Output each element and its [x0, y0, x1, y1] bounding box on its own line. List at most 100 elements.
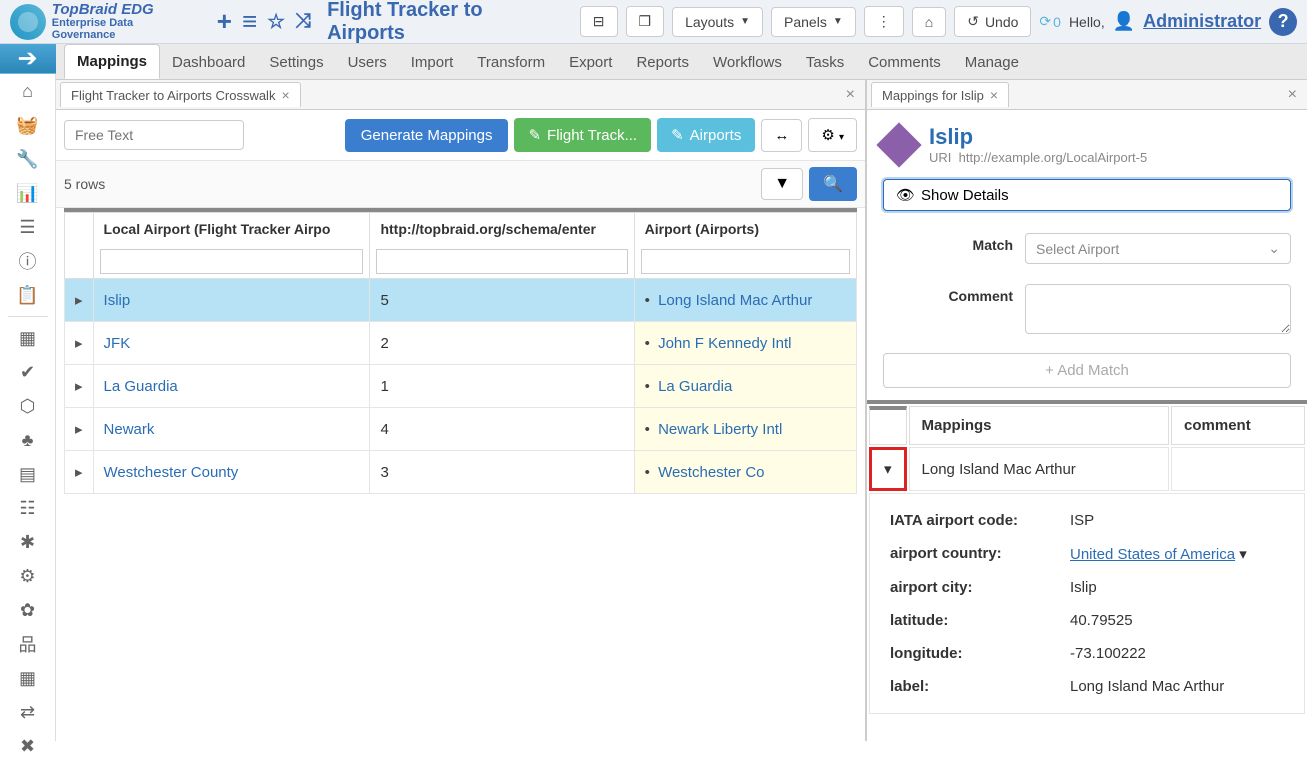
chart-icon[interactable]: 📊 [0, 176, 56, 210]
airport-link[interactable]: La Guardia [104, 378, 178, 395]
shuffle-icon[interactable]: ⤨ [295, 10, 311, 33]
bug-icon[interactable]: ✱ [0, 525, 56, 559]
expand-icon[interactable]: ▸ [65, 279, 94, 322]
table-row[interactable]: ▸La Guardia1La Guardia [65, 365, 857, 408]
star-icon[interactable]: ☆ [267, 9, 285, 34]
menu-dashboard[interactable]: Dashboard [160, 46, 257, 79]
airport-link[interactable]: Newark [104, 421, 155, 438]
logo[interactable]: TopBraid EDG Enterprise Data Governance [10, 2, 199, 41]
column-filter-input[interactable] [641, 249, 850, 274]
right-panel: Mappings for Islip × × Islip URI http://… [867, 80, 1307, 741]
plug-icon[interactable]: ✖ [0, 729, 56, 763]
airport-link[interactable]: Islip [104, 292, 131, 309]
table-row[interactable]: ▸Islip5Long Island Mac Arthur [65, 279, 857, 322]
table-row[interactable]: ▸JFK2John F Kennedy Intl [65, 322, 857, 365]
swap-button[interactable]: ↔ [761, 119, 802, 152]
detail-key: longitude: [890, 645, 1070, 662]
home-button[interactable]: ⌂ [912, 7, 946, 37]
mapped-airport-link[interactable]: Westchester Co [645, 464, 765, 481]
page-title: Flight Tracker to Airports [327, 0, 564, 45]
menu-mappings[interactable]: Mappings [64, 44, 160, 79]
basket-icon[interactable]: 🧺 [0, 108, 56, 142]
logo-sub: Enterprise Data Governance [52, 17, 199, 41]
menu-icon[interactable]: ≡ [242, 6, 257, 37]
menu-bar: MappingsDashboardSettingsUsersImportTran… [56, 44, 1307, 80]
menu-settings[interactable]: Settings [257, 46, 335, 79]
generate-mappings-button[interactable]: Generate Mappings [345, 119, 509, 152]
detail-link[interactable]: United States of America [1070, 546, 1235, 563]
sidebar-toggle[interactable]: ➔ [0, 44, 56, 74]
right-panel-tab[interactable]: Mappings for Islip × [871, 82, 1009, 107]
detail-key: airport city: [890, 579, 1070, 596]
home-icon[interactable]: ⌂ [0, 74, 56, 108]
menu-workflows[interactable]: Workflows [701, 46, 794, 79]
table-row[interactable]: ▸Westchester County3Westchester Co [65, 451, 857, 494]
filter-button[interactable]: ▼ [761, 168, 803, 200]
gears-icon[interactable]: ⚙ [0, 559, 56, 593]
menu-transform[interactable]: Transform [465, 46, 557, 79]
outline-icon-button[interactable]: ⊟ [580, 6, 618, 37]
th-comment: comment [1171, 406, 1305, 445]
grid-icon[interactable]: ▦ [0, 661, 56, 695]
user-link[interactable]: Administrator [1143, 11, 1261, 32]
doc-icon[interactable]: ▤ [0, 457, 56, 491]
cube-icon[interactable]: ⬡ [0, 389, 56, 423]
airport-link[interactable]: JFK [104, 335, 131, 352]
flight-track-button[interactable]: ✎ Flight Track... [514, 118, 651, 152]
close-icon[interactable]: × [990, 87, 998, 103]
expand-toggle[interactable]: ▾ [869, 447, 907, 491]
expand-icon[interactable]: ▸ [65, 322, 94, 365]
share-icon[interactable]: ⇄ [0, 695, 56, 729]
expand-icon[interactable]: ▸ [65, 451, 94, 494]
menu-import[interactable]: Import [399, 46, 466, 79]
undo-button[interactable]: ↺ Undo [954, 6, 1031, 37]
airport-link[interactable]: Westchester County [104, 464, 239, 481]
check-icon[interactable]: ✔ [0, 355, 56, 389]
lines-icon[interactable]: ☷ [0, 491, 56, 525]
wrench-icon[interactable]: 🔧 [0, 142, 56, 176]
menu-comments[interactable]: Comments [856, 46, 953, 79]
info-icon[interactable]: ⓘ [0, 244, 56, 278]
chevron-down-icon: ⌄ [1268, 240, 1280, 257]
column-filter-input[interactable] [100, 249, 364, 274]
expand-icon[interactable]: ▸ [65, 408, 94, 451]
table-row[interactable]: ▸Newark4Newark Liberty Intl [65, 408, 857, 451]
help-icon[interactable]: ? [1269, 8, 1297, 36]
menu-manage[interactable]: Manage [953, 46, 1031, 79]
add-match-button[interactable]: + Add Match [883, 353, 1291, 388]
match-select[interactable]: Select Airport ⌄ [1025, 233, 1291, 264]
more-button[interactable]: ⋮ [864, 6, 904, 37]
show-details-button[interactable]: 👁 Show Details [883, 179, 1291, 211]
menu-users[interactable]: Users [336, 46, 399, 79]
comment-textarea[interactable] [1025, 284, 1291, 334]
plus-icon[interactable]: + [217, 6, 232, 37]
close-icon[interactable]: × [281, 87, 289, 103]
expand-icon[interactable]: ▸ [65, 365, 94, 408]
panels-button[interactable]: Panels ▼ [771, 7, 856, 37]
left-panel-tab[interactable]: Flight Tracker to Airports Crosswalk × [60, 82, 301, 107]
calc-icon[interactable]: ▦ [0, 321, 56, 355]
settings-button[interactable]: ⚙ ▾ [808, 118, 857, 152]
menu-reports[interactable]: Reports [624, 46, 701, 79]
sitemap-icon[interactable]: 品 [0, 627, 56, 661]
menu-tasks[interactable]: Tasks [794, 46, 856, 79]
layouts-button[interactable]: Layouts ▼ [672, 7, 763, 37]
mapped-airport-link[interactable]: La Guardia [645, 378, 733, 395]
list-icon[interactable]: ☰ [0, 210, 56, 244]
mapped-airport-link[interactable]: Long Island Mac Arthur [645, 292, 813, 309]
th-mappings: Mappings [909, 406, 1170, 445]
free-text-input[interactable] [64, 120, 244, 150]
clipboard-icon[interactable]: 📋 [0, 278, 56, 312]
left-panel-close[interactable]: × [840, 86, 861, 104]
layers-icon-button[interactable]: ❒ [626, 6, 665, 37]
mapped-airport-link[interactable]: John F Kennedy Intl [645, 335, 792, 352]
search-button[interactable]: 🔍 [809, 167, 857, 201]
airports-button[interactable]: ✎ Airports [657, 118, 755, 152]
sidebar: ➔ ⌂ 🧺 🔧 📊 ☰ ⓘ 📋 ▦ ✔ ⬡ ♣ ▤ ☷ ✱ ⚙ ✿ 品 ▦ ⇄ … [0, 44, 56, 741]
tree-icon[interactable]: ♣ [0, 423, 56, 457]
gear-icon[interactable]: ✿ [0, 593, 56, 627]
right-panel-close[interactable]: × [1282, 86, 1303, 104]
menu-export[interactable]: Export [557, 46, 624, 79]
mapped-airport-link[interactable]: Newark Liberty Intl [645, 421, 783, 438]
column-filter-input[interactable] [376, 249, 627, 274]
